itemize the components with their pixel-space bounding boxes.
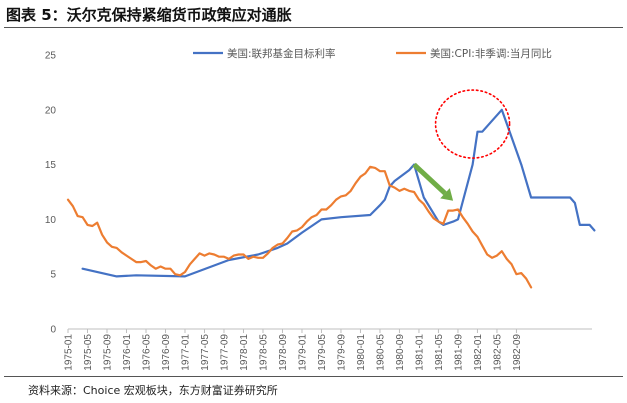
legend-label: 美国:CPI:非季调:当月同比: [430, 47, 552, 60]
cpi-yoy-line: [66, 165, 533, 289]
y-tick-label: 25: [45, 51, 57, 62]
x-tick-label: 1977-09: [219, 334, 230, 371]
x-tick-label: 1981-05: [434, 334, 445, 371]
y-tick-label: 20: [45, 105, 57, 116]
trend-arrow-head: [440, 188, 454, 201]
x-axis: 1975-01 1975-05 1975-09 1976-01 1976-05 1976-…: [64, 329, 523, 371]
x-tick-label: 1980-09: [395, 334, 406, 371]
x-tick-label: 1980-01: [356, 334, 367, 371]
annotation-layer: [412, 89, 511, 201]
x-tick-label: 1979-05: [317, 334, 328, 371]
y-tick-label: 10: [45, 215, 57, 226]
x-tick-label: 1982-05: [492, 334, 503, 371]
source-note: 资料来源：Choice 宏观板块，东方财富证券研究所: [28, 384, 278, 397]
x-tick-label: 1978-01: [239, 334, 250, 371]
x-tick-label: 1980-05: [375, 334, 386, 371]
title-rule: [4, 27, 623, 28]
x-tick-label: 1978-05: [258, 334, 269, 371]
legend: 美国:联邦基金目标利率 美国:CPI:非季调:当月同比: [193, 47, 552, 60]
x-tick-label: 1977-01: [180, 334, 191, 371]
y-tick-label: 15: [45, 160, 57, 171]
y-tick-label: 5: [50, 270, 56, 281]
x-tick-label: 1977-05: [200, 334, 211, 371]
figure-title: 图表 5：沃尔克保持紧缩货币政策应对通胀: [6, 6, 292, 24]
x-tick-label: 1975-01: [64, 334, 75, 371]
fed-funds-rate-line: [81, 108, 596, 278]
x-tick-label: 1979-09: [336, 334, 347, 371]
x-tick-label: 1976-09: [161, 334, 172, 371]
trend-arrow: [412, 162, 447, 196]
x-tick-label: 1975-09: [102, 334, 113, 371]
x-tick-label: 1975-05: [83, 334, 94, 371]
x-tick-label: 1982-09: [512, 334, 523, 371]
x-tick-label: 1981-09: [453, 334, 464, 371]
x-tick-label: 1976-05: [141, 334, 152, 371]
x-tick-label: 1979-01: [297, 334, 308, 371]
series-layer: [66, 108, 596, 289]
x-tick-label: 1981-01: [414, 334, 425, 371]
y-axis: 0 5 10 15 20 25: [45, 51, 57, 336]
x-tick-label: 1978-09: [278, 334, 289, 371]
legend-label: 美国:联邦基金目标利率: [227, 47, 336, 60]
bottom-rule: [4, 376, 623, 377]
y-tick-label: 0: [50, 325, 56, 336]
x-tick-label: 1976-01: [122, 334, 133, 371]
highlight-circle: [434, 89, 511, 159]
x-tick-label: 1982-01: [473, 334, 484, 371]
